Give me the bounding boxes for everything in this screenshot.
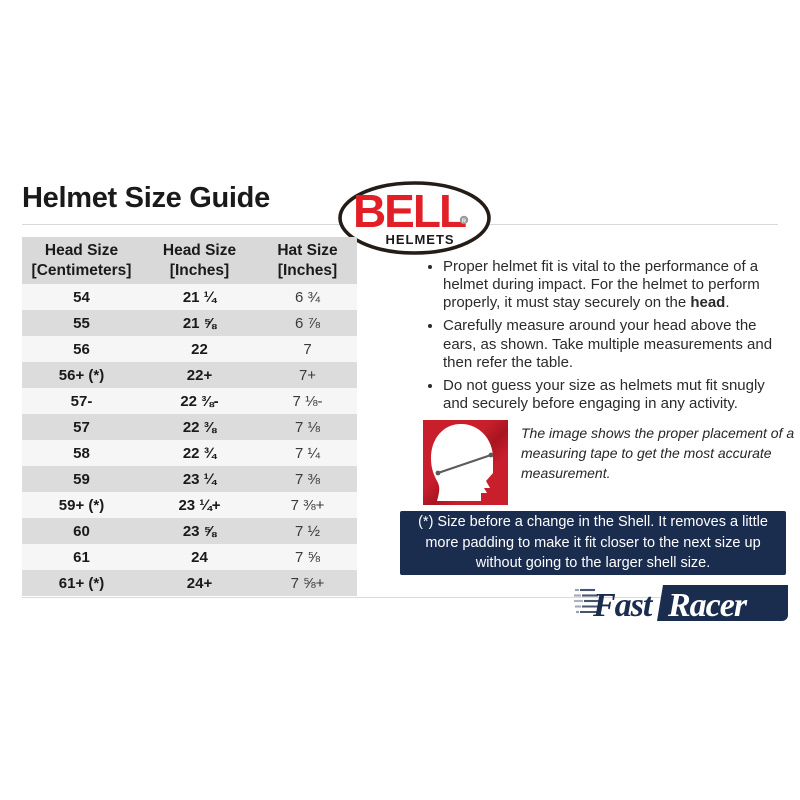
svg-text:BELL: BELL	[353, 185, 466, 237]
svg-text:Fast: Fast	[592, 587, 654, 624]
svg-text:HELMETS: HELMETS	[385, 232, 454, 247]
svg-text:R: R	[462, 219, 466, 225]
svg-text:Racer: Racer	[667, 587, 748, 624]
